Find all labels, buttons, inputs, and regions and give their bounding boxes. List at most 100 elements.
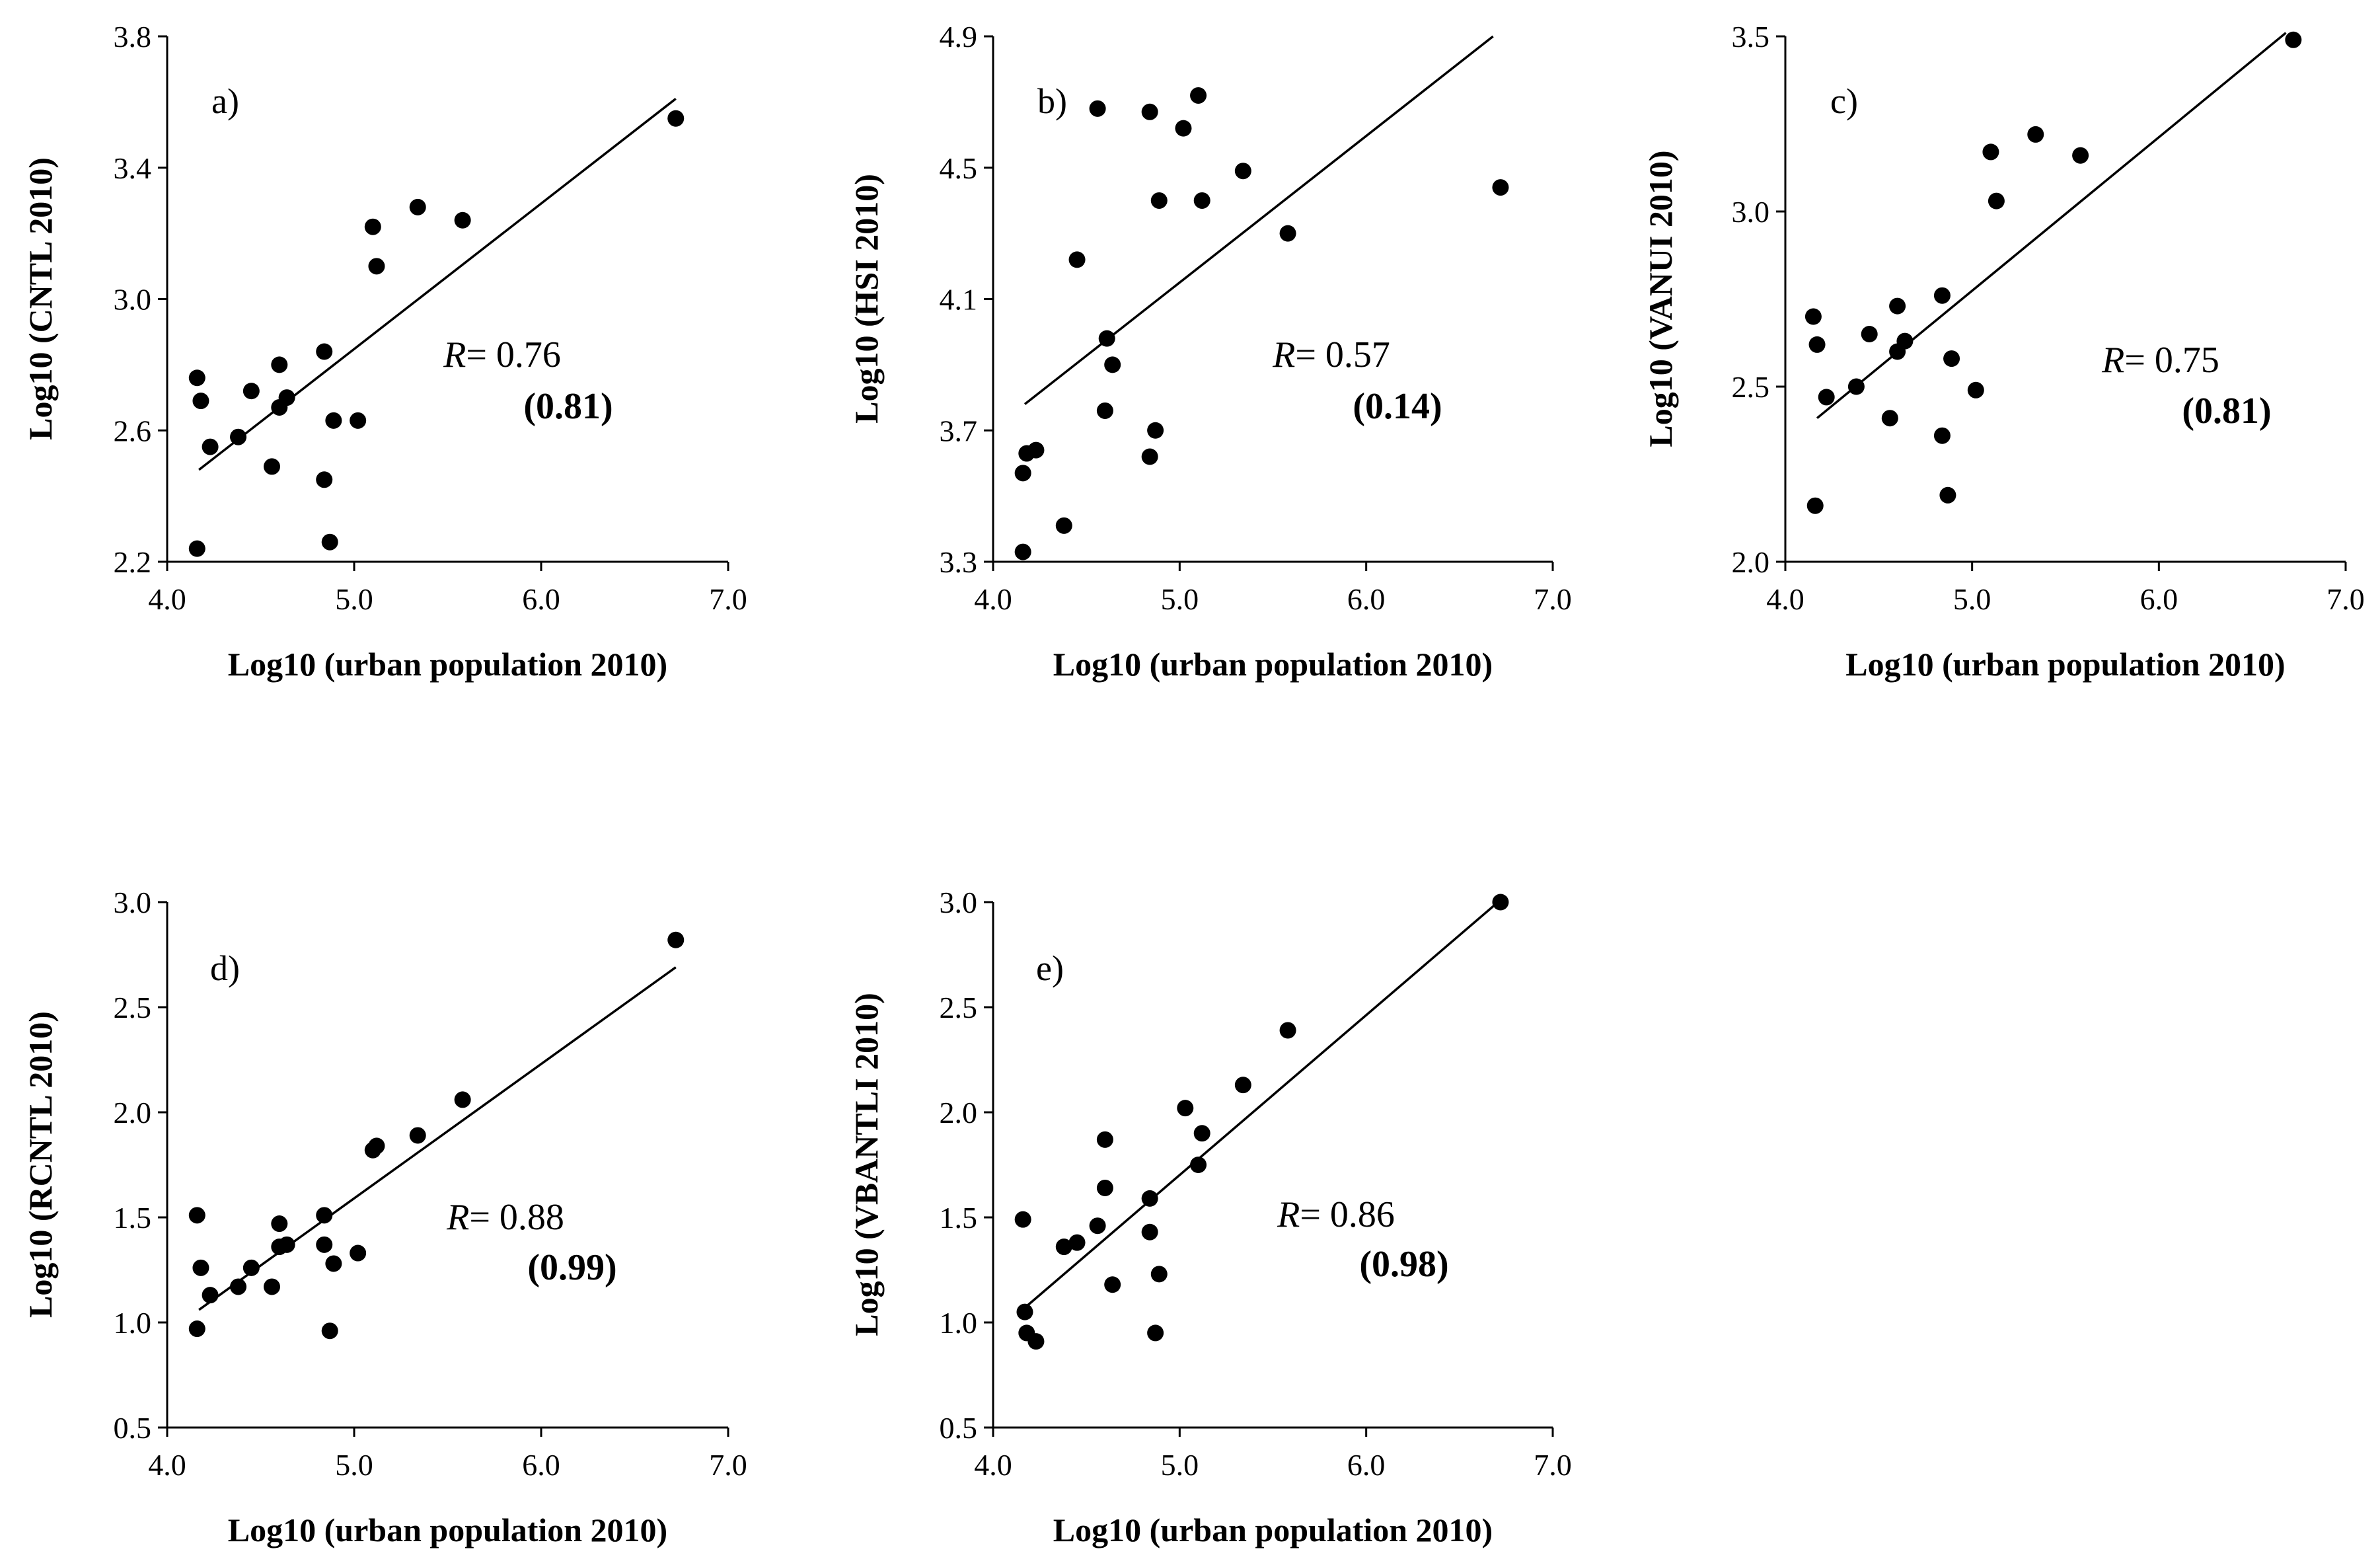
- correlation-value: = 0.88: [469, 1197, 564, 1238]
- data-point: [1147, 1324, 1164, 1342]
- correlation-symbol: R: [2101, 340, 2124, 381]
- data-point: [1988, 192, 2005, 210]
- correlation-paren-value: (0.81): [2182, 391, 2271, 432]
- data-point: [1982, 143, 1999, 161]
- y-tick-label: 1.5: [114, 1201, 152, 1235]
- data-point: [1089, 100, 1106, 117]
- data-point: [1096, 402, 1113, 419]
- data-point: [1808, 336, 1826, 353]
- y-tick-label: 4.1: [940, 283, 978, 317]
- data-point: [316, 471, 333, 488]
- correlation-paren-value: (0.98): [1359, 1244, 1448, 1285]
- x-tick-label: 6.0: [1347, 582, 1386, 616]
- data-point: [1141, 1223, 1158, 1241]
- data-point: [1933, 427, 1951, 444]
- regression-line: [1023, 899, 1502, 1309]
- correlation-label: R= 0.75: [2101, 340, 2219, 381]
- data-point: [454, 1091, 471, 1108]
- data-point: [1193, 1125, 1210, 1142]
- data-point: [1492, 179, 1509, 196]
- data-point: [230, 428, 247, 445]
- panel-label: a): [211, 81, 239, 121]
- data-point: [1141, 448, 1158, 465]
- data-point: [1068, 1234, 1086, 1251]
- data-point: [192, 1259, 209, 1276]
- x-axis-label: Log10 (urban population 2010): [1053, 1511, 1493, 1548]
- y-axis-label: Log10 (VBANTLI 2010): [848, 993, 885, 1336]
- x-tick-label: 5.0: [335, 582, 373, 616]
- data-point: [188, 1207, 205, 1224]
- data-point: [202, 1287, 219, 1304]
- x-axis-label: Log10 (urban population 2010): [1053, 646, 1493, 683]
- data-point: [1847, 378, 1865, 395]
- y-tick-label: 3.3: [940, 545, 978, 579]
- x-tick-label: 4.0: [148, 582, 186, 616]
- data-point: [1804, 308, 1822, 325]
- y-tick-label: 1.5: [940, 1201, 978, 1235]
- data-point: [1027, 441, 1045, 459]
- correlation-label: R= 0.57: [1272, 334, 1390, 375]
- correlation-symbol: R: [446, 1197, 469, 1238]
- data-point: [1150, 1266, 1168, 1283]
- panel-label: b): [1037, 81, 1067, 121]
- x-tick-label: 6.0: [1347, 1448, 1386, 1482]
- data-point: [278, 1236, 295, 1253]
- y-axis-label: Log10 (VANUI 2010): [1642, 150, 1679, 447]
- data-point: [1089, 1217, 1106, 1235]
- correlation-label: R= 0.86: [1277, 1194, 1395, 1235]
- data-point: [350, 1244, 367, 1262]
- data-point: [263, 1278, 280, 1295]
- panel-label: d): [210, 948, 240, 988]
- data-point: [409, 1127, 426, 1144]
- correlation-value: = 0.75: [2124, 340, 2219, 381]
- data-point: [1193, 192, 1210, 209]
- data-point: [316, 1236, 333, 1253]
- y-tick-label: 2.0: [940, 1096, 978, 1129]
- data-point: [1096, 1131, 1113, 1148]
- data-point: [1175, 120, 1192, 137]
- data-point: [1055, 1239, 1072, 1256]
- data-point: [1967, 381, 1984, 399]
- data-point: [1933, 287, 1951, 304]
- correlation-paren-value: (0.14): [1353, 386, 1442, 427]
- y-tick-label: 3.0: [114, 886, 152, 919]
- data-point: [1939, 486, 1956, 504]
- x-tick-label: 4.0: [974, 1448, 1012, 1482]
- correlation-value: = 0.76: [466, 334, 561, 375]
- data-point: [667, 110, 685, 127]
- x-tick-label: 5.0: [1953, 582, 1991, 616]
- data-point: [1492, 894, 1509, 911]
- data-point: [325, 412, 342, 429]
- data-point: [350, 412, 367, 429]
- x-tick-label: 4.0: [148, 1448, 186, 1482]
- data-point: [1279, 1022, 1296, 1039]
- data-point: [192, 393, 209, 410]
- data-point: [1147, 422, 1164, 439]
- data-point: [1104, 1276, 1121, 1293]
- x-tick-label: 5.0: [1161, 1448, 1199, 1482]
- data-point: [316, 343, 333, 360]
- data-point: [1098, 330, 1115, 347]
- y-axis-label: Log10 (HSI 2010): [848, 174, 885, 424]
- regression-line: [1023, 35, 1494, 405]
- y-tick-label: 3.7: [940, 414, 978, 447]
- data-point: [368, 1137, 385, 1155]
- chart-panel-4: 0.5 1.0 1.5 2.0 2.5 3.0 4.0 5.0 6.0 7.0 Log10 (urb…: [22, 886, 747, 1548]
- x-tick-label: 5.0: [1161, 582, 1199, 616]
- data-point: [1279, 225, 1296, 242]
- data-point: [271, 356, 288, 373]
- data-point: [409, 198, 426, 215]
- data-point: [1096, 1179, 1113, 1196]
- correlation-value: = 0.57: [1295, 334, 1390, 375]
- data-point: [1896, 332, 1914, 350]
- data-point: [1234, 163, 1251, 180]
- y-tick-label: 1.0: [940, 1306, 978, 1340]
- x-axis-label: Log10 (urban population 2010): [228, 1511, 667, 1548]
- data-point: [1014, 1211, 1031, 1228]
- correlation-symbol: R: [1272, 334, 1295, 375]
- y-tick-label: 3.0: [1732, 195, 1770, 229]
- data-point: [368, 258, 385, 275]
- data-point: [188, 540, 205, 557]
- data-point: [321, 1322, 338, 1340]
